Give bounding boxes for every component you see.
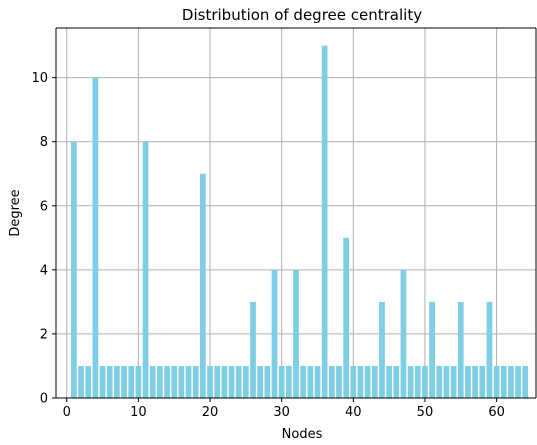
bar xyxy=(271,269,278,398)
bar xyxy=(465,365,471,398)
bar xyxy=(135,365,142,398)
bar xyxy=(157,365,163,398)
bar xyxy=(343,237,350,398)
y-axis-label: Degree xyxy=(8,189,23,236)
y-tick-label: 4 xyxy=(40,263,48,278)
bar xyxy=(314,365,321,398)
bar xyxy=(78,365,84,398)
bar xyxy=(207,365,213,398)
bar xyxy=(364,365,371,398)
bar xyxy=(250,301,256,398)
bar xyxy=(443,365,450,398)
bar xyxy=(414,365,421,398)
bar xyxy=(185,365,192,398)
bar xyxy=(293,269,299,398)
bar xyxy=(164,365,170,398)
bar xyxy=(371,365,378,398)
bar xyxy=(336,365,342,398)
x-tick-label: 30 xyxy=(273,405,290,420)
chart-title: Distribution of degree centrality xyxy=(182,6,422,24)
bar xyxy=(149,365,156,398)
bar xyxy=(171,365,178,398)
x-tick-label: 10 xyxy=(130,405,147,420)
y-tick-label: 0 xyxy=(40,392,48,407)
bar xyxy=(214,365,221,398)
bar xyxy=(71,141,77,398)
bar xyxy=(321,45,328,398)
axes xyxy=(55,27,537,399)
y-tick-label: 8 xyxy=(40,135,48,150)
bar xyxy=(106,365,113,398)
bar xyxy=(242,365,249,398)
bars xyxy=(71,45,529,398)
bar xyxy=(357,365,364,398)
x-tick-label: 20 xyxy=(202,405,219,420)
bar xyxy=(99,365,106,398)
x-tick-label: 50 xyxy=(417,405,434,420)
bar xyxy=(493,365,500,398)
y-tick-label: 2 xyxy=(40,327,48,342)
bar xyxy=(285,365,292,398)
bar xyxy=(393,365,400,398)
bar xyxy=(307,365,314,398)
bar xyxy=(508,365,514,398)
bar xyxy=(178,365,185,398)
bar xyxy=(400,269,407,398)
bar xyxy=(192,365,199,398)
bar xyxy=(278,365,285,398)
bar xyxy=(235,365,242,398)
bar xyxy=(479,365,486,398)
bar xyxy=(328,365,335,398)
x-tick-label: 40 xyxy=(345,405,362,420)
bar xyxy=(92,77,99,398)
bar xyxy=(228,365,235,398)
bar xyxy=(386,365,392,398)
bar xyxy=(121,365,127,398)
bar xyxy=(450,365,457,398)
bar xyxy=(486,301,493,398)
bar xyxy=(300,365,307,398)
bar xyxy=(522,365,529,398)
x-tick-label: 0 xyxy=(63,405,71,420)
bar xyxy=(128,365,135,398)
x-axis-label: Nodes xyxy=(282,427,323,442)
x-tick-label: 60 xyxy=(488,405,505,420)
bar xyxy=(472,365,478,398)
bar xyxy=(221,365,228,398)
bar xyxy=(350,365,357,398)
bar xyxy=(257,365,264,398)
y-tick-label: 6 xyxy=(40,199,48,214)
bar xyxy=(457,301,464,398)
bar xyxy=(500,365,507,398)
bar xyxy=(436,365,443,398)
bar xyxy=(422,365,428,398)
bar xyxy=(200,173,206,398)
bar xyxy=(85,365,92,398)
bar xyxy=(429,301,435,398)
y-tick-label: 10 xyxy=(31,71,48,86)
bar xyxy=(379,301,385,398)
bar xyxy=(264,365,271,398)
ticks: 0 10 20 30 40 50 60 0 2 4 6 8 10 xyxy=(31,71,504,420)
bar xyxy=(142,141,149,398)
bar xyxy=(114,365,120,398)
bar xyxy=(407,365,414,398)
bar xyxy=(515,365,521,398)
